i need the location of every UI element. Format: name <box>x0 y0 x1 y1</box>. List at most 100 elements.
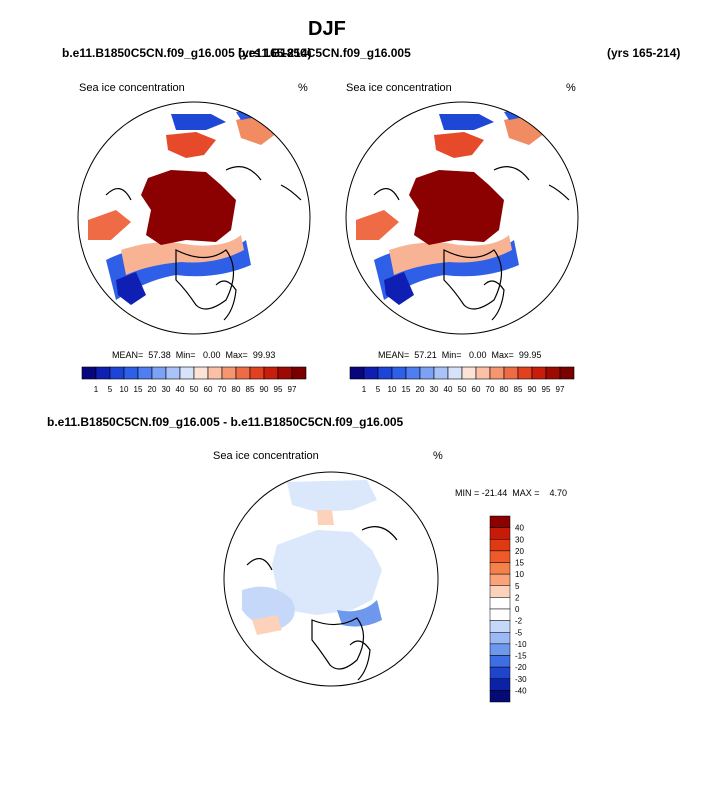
colorbar-label: 97 <box>288 385 297 394</box>
colorbar-box <box>489 632 511 645</box>
colorbar-box <box>489 515 511 528</box>
panel1-stats: MEAN= 57.38 Min= 0.00 Max= 99.93 <box>112 350 276 360</box>
diff-pink-2 <box>252 615 282 635</box>
colorbar-label: 50 <box>458 385 467 394</box>
colorbar-box <box>489 608 511 621</box>
land-siberia <box>311 617 365 670</box>
colorbar-label: 90 <box>528 385 537 394</box>
diff-units-label: % <box>433 450 443 462</box>
colorbar-box <box>503 366 519 380</box>
colorbar-label: 50 <box>190 385 199 394</box>
colorbar-label: 80 <box>500 385 509 394</box>
diff-variable-label: Sea ice concentration <box>213 450 319 462</box>
colorbar-label: 20 <box>515 547 524 556</box>
colorbar-box <box>433 366 449 380</box>
colorbar-box <box>377 366 393 380</box>
panel2-stats: MEAN= 57.21 Min= 0.00 Max= 99.95 <box>378 350 542 360</box>
polar-map-panel1 <box>77 101 311 335</box>
diff-atlantic-blue <box>337 600 382 627</box>
colorbar-box <box>165 366 181 380</box>
colorbar-label: -10 <box>515 640 527 649</box>
panel1-variable-label: Sea ice concentration <box>79 82 185 94</box>
colorbar-box <box>123 366 139 380</box>
colorbar-box <box>517 366 533 380</box>
colorbar-box <box>263 366 279 380</box>
colorbar-box <box>461 366 477 380</box>
colorbar-box <box>235 366 251 380</box>
colorbar-label: 20 <box>416 385 425 394</box>
colorbar-label: 40 <box>176 385 185 394</box>
panel1-units-label: % <box>298 82 308 94</box>
colorbar-label: 10 <box>515 570 524 579</box>
colorbar-box <box>391 366 407 380</box>
colorbar-box <box>419 366 435 380</box>
season-title: DJF <box>308 18 346 40</box>
colorbar-box <box>489 539 511 552</box>
colorbar-box <box>349 366 365 380</box>
colorbar-label: 10 <box>388 385 397 394</box>
colorbar-box <box>207 366 223 380</box>
colorbar-label: 0 <box>515 605 520 614</box>
colorbar-label: 70 <box>218 385 227 394</box>
colorbar-label: -2 <box>515 617 523 626</box>
colorbar-box <box>179 366 195 380</box>
land-alaska <box>493 166 530 181</box>
colorbar-label: -30 <box>515 675 527 684</box>
colorbar-box <box>447 366 463 380</box>
diff-title: b.e11.B1850C5CN.f09_g16.005 - b.e11.B185… <box>47 415 404 429</box>
ice-barents-blue <box>116 272 146 305</box>
ice-pack-central <box>409 170 504 245</box>
colorbar-box <box>489 666 511 679</box>
colorbar-label: 10 <box>120 385 129 394</box>
colorbar-box <box>249 366 265 380</box>
colorbar-label: 5 <box>515 582 520 591</box>
colorbar-label: 85 <box>246 385 255 394</box>
ice-labrador <box>88 210 131 240</box>
land-scandinavia <box>483 280 505 321</box>
colorbar-label: 70 <box>486 385 495 394</box>
colorbar-panel1: 1 5 10 15 20 30 40 50 60 70 80 85 90 95 97 <box>81 366 307 394</box>
ice-edge-atlantic-inner <box>389 235 512 275</box>
land-greenland <box>246 558 273 571</box>
ice-barents-blue <box>384 272 414 305</box>
colorbar-box <box>489 527 511 540</box>
colorbar-box <box>109 366 125 380</box>
colorbar-label: 40 <box>515 524 524 533</box>
land-alaska <box>361 526 398 541</box>
colorbar-box <box>489 643 511 656</box>
colorbar-box <box>545 366 561 380</box>
colorbar-label: -20 <box>515 663 527 672</box>
colorbar-box <box>151 366 167 380</box>
colorbar-box <box>475 366 491 380</box>
polar-map-diff <box>223 471 439 687</box>
ice-pacific-fringe <box>166 132 216 158</box>
colorbar-box <box>531 366 547 380</box>
colorbar-label: -40 <box>515 686 527 695</box>
polar-map-panel2 <box>345 101 579 335</box>
land-scandinavia <box>349 640 371 681</box>
colorbar-box <box>489 573 511 586</box>
panel2-variable-label: Sea ice concentration <box>346 82 452 94</box>
right-run-years: (yrs 165-214) <box>607 46 681 60</box>
colorbar-label: 15 <box>515 559 524 568</box>
land-greenland <box>373 188 400 201</box>
colorbar-label: 30 <box>162 385 171 394</box>
colorbar-label: 30 <box>515 535 524 544</box>
colorbar-box <box>559 366 575 380</box>
colorbar-box <box>137 366 153 380</box>
colorbar-label: 85 <box>514 385 523 394</box>
diff-central-lightblue <box>272 530 382 615</box>
colorbar-box <box>221 366 237 380</box>
right-run-label: b.e11.B1850C5CN.f09_g16.005 <box>238 46 411 60</box>
colorbar-box <box>489 655 511 668</box>
diff-stats: MIN = -21.44 MAX = 4.70 <box>455 488 568 498</box>
colorbar-box <box>95 366 111 380</box>
colorbar-label: 5 <box>376 385 381 394</box>
colorbar-label: 60 <box>204 385 213 394</box>
ice-pacific-blue <box>171 114 226 130</box>
ice-pacific-fringe <box>434 132 484 158</box>
colorbar-label: 30 <box>430 385 439 394</box>
colorbar-box <box>489 585 511 598</box>
colorbar-label: 15 <box>134 385 143 394</box>
